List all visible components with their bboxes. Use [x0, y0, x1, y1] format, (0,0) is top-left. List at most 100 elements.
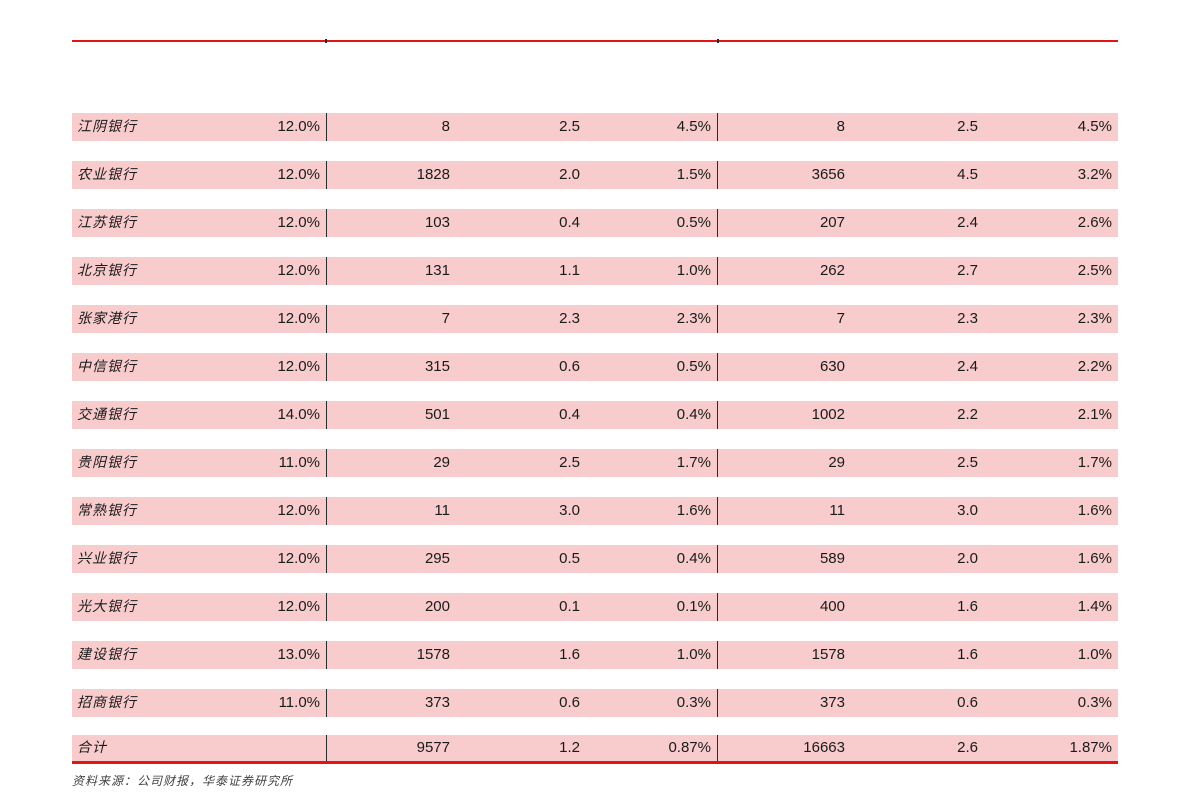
table-row: 招商银行 11.0% 373 0.6 0.3% 373 0.6 0.3% — [72, 689, 1118, 717]
value-cell-2: 2.5 — [559, 118, 580, 135]
bank-name-cell: 中信银行 — [77, 359, 137, 375]
table-row: 常熟银行 12.0% 11 3.0 1.6% 11 3.0 1.6% — [72, 497, 1118, 525]
value-cell-3: 0.5% — [676, 214, 711, 231]
value-cell-5: 2.5 — [957, 454, 978, 471]
value-cell-5: 2.0 — [957, 550, 978, 567]
value-cell-1: 1828 — [326, 161, 456, 189]
table-row: 北京银行 12.0% 131 1.1 1.0% 262 2.7 2.5% — [72, 257, 1118, 285]
value-cell-3: 1.6% — [676, 502, 711, 519]
value-cell-5: 2.5 — [957, 118, 978, 135]
value-cell-4: 7 — [717, 305, 851, 333]
value-cell-2: 1.6 — [559, 646, 580, 663]
bank-table: 江阴银行 12.0% 8 2.5 4.5% 8 2.5 4.5% 农业银行 12… — [72, 113, 1118, 764]
bank-name-cell: 建设银行 — [77, 647, 137, 663]
value-cell-2: 0.6 — [559, 694, 580, 711]
value-cell-2: 2.0 — [559, 166, 580, 183]
ratio-cell: 12.0% — [277, 310, 320, 327]
value-cell-4: 11 — [717, 497, 851, 525]
value-cell-4: 1578 — [717, 641, 851, 669]
ratio-cell: 13.0% — [277, 646, 320, 663]
value-cell-6: 1.6% — [1077, 550, 1112, 567]
value-cell-3: 0.3% — [676, 694, 711, 711]
value-cell-5: 3.0 — [957, 502, 978, 519]
ratio-cell: 12.0% — [277, 598, 320, 615]
bank-name-cell: 常熟银行 — [77, 503, 137, 519]
table-top-rule — [72, 39, 1118, 43]
value-cell-1: 9577 — [326, 735, 456, 761]
value-cell-2: 2.5 — [559, 454, 580, 471]
value-cell-1: 501 — [326, 401, 456, 429]
value-cell-3: 0.4% — [676, 550, 711, 567]
value-cell-2: 0.5 — [559, 550, 580, 567]
ratio-cell: 12.0% — [277, 118, 320, 135]
value-cell-1: 29 — [326, 449, 456, 477]
value-cell-3: 0.5% — [676, 358, 711, 375]
table-row: 江阴银行 12.0% 8 2.5 4.5% 8 2.5 4.5% — [72, 113, 1118, 141]
ratio-cell: 11.0% — [278, 694, 320, 711]
value-cell-4: 16663 — [717, 735, 851, 761]
value-cell-4: 373 — [717, 689, 851, 717]
value-cell-6: 1.4% — [1077, 598, 1112, 615]
value-cell-2: 2.3 — [559, 310, 580, 327]
value-cell-5: 2.4 — [957, 214, 978, 231]
value-cell-3: 1.5% — [676, 166, 711, 183]
table-row: 江苏银行 12.0% 103 0.4 0.5% 207 2.4 2.6% — [72, 209, 1118, 237]
bank-name-cell: 合计 — [77, 740, 107, 756]
ratio-cell: 12.0% — [277, 262, 320, 279]
value-cell-3: 1.0% — [676, 646, 711, 663]
table-row: 中信银行 12.0% 315 0.6 0.5% 630 2.4 2.2% — [72, 353, 1118, 381]
value-cell-6: 2.5% — [1077, 262, 1112, 279]
table-row: 建设银行 13.0% 1578 1.6 1.0% 1578 1.6 1.0% — [72, 641, 1118, 669]
value-cell-6: 1.87% — [1069, 739, 1112, 756]
column-divider-tick — [717, 39, 719, 43]
value-cell-2: 1.1 — [559, 262, 580, 279]
ratio-cell — [222, 735, 326, 761]
bank-name-cell: 张家港行 — [77, 311, 137, 327]
value-cell-2: 1.2 — [559, 739, 580, 756]
bank-name-cell: 交通银行 — [77, 407, 137, 423]
value-cell-2: 0.6 — [559, 358, 580, 375]
value-cell-5: 4.5 — [957, 166, 978, 183]
value-cell-2: 3.0 — [559, 502, 580, 519]
ratio-cell: 12.0% — [277, 166, 320, 183]
value-cell-4: 207 — [717, 209, 851, 237]
ratio-cell: 12.0% — [277, 214, 320, 231]
bank-name-cell: 招商银行 — [77, 695, 137, 711]
bank-name-cell: 兴业银行 — [77, 551, 137, 567]
value-cell-5: 2.2 — [957, 406, 978, 423]
table-row: 张家港行 12.0% 7 2.3 2.3% 7 2.3 2.3% — [72, 305, 1118, 333]
value-cell-6: 2.3% — [1077, 310, 1112, 327]
value-cell-6: 1.7% — [1077, 454, 1112, 471]
value-cell-1: 7 — [326, 305, 456, 333]
bank-name-cell: 江苏银行 — [77, 215, 137, 231]
bank-name-cell: 江阴银行 — [77, 119, 137, 135]
value-cell-4: 1002 — [717, 401, 851, 429]
table-row: 贵阳银行 11.0% 29 2.5 1.7% 29 2.5 1.7% — [72, 449, 1118, 477]
value-cell-6: 4.5% — [1077, 118, 1112, 135]
value-cell-3: 1.7% — [676, 454, 711, 471]
value-cell-4: 262 — [717, 257, 851, 285]
value-cell-6: 0.3% — [1077, 694, 1112, 711]
value-cell-5: 2.7 — [957, 262, 978, 279]
value-cell-3: 0.87% — [668, 739, 711, 756]
value-cell-4: 29 — [717, 449, 851, 477]
table-row: 合计 9577 1.2 0.87% 16663 2.6 1.87% — [72, 735, 1118, 764]
value-cell-5: 1.6 — [957, 598, 978, 615]
ratio-cell: 12.0% — [277, 358, 320, 375]
table-row: 交通银行 14.0% 501 0.4 0.4% 1002 2.2 2.1% — [72, 401, 1118, 429]
bank-name-cell: 农业银行 — [77, 167, 137, 183]
value-cell-4: 630 — [717, 353, 851, 381]
value-cell-6: 1.0% — [1077, 646, 1112, 663]
source-note: 资料来源：公司财报，华泰证券研究所 — [72, 774, 294, 788]
value-cell-3: 4.5% — [676, 118, 711, 135]
value-cell-6: 2.6% — [1077, 214, 1112, 231]
value-cell-1: 200 — [326, 593, 456, 621]
value-cell-1: 315 — [326, 353, 456, 381]
ratio-cell: 12.0% — [277, 502, 320, 519]
value-cell-3: 2.3% — [676, 310, 711, 327]
value-cell-4: 400 — [717, 593, 851, 621]
value-cell-1: 131 — [326, 257, 456, 285]
table-row: 兴业银行 12.0% 295 0.5 0.4% 589 2.0 1.6% — [72, 545, 1118, 573]
value-cell-1: 1578 — [326, 641, 456, 669]
